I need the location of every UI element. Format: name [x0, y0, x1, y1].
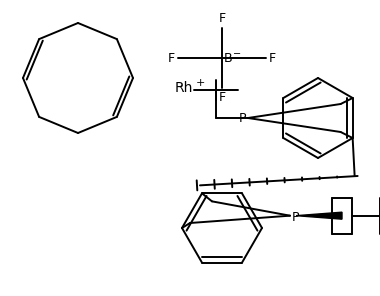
Text: P: P	[292, 211, 299, 224]
Text: F: F	[218, 91, 226, 104]
Text: B: B	[224, 52, 233, 65]
Polygon shape	[296, 212, 342, 219]
Text: +: +	[196, 78, 205, 88]
Text: P: P	[239, 112, 246, 125]
Text: −: −	[233, 49, 241, 59]
Text: F: F	[218, 12, 226, 25]
Text: F: F	[168, 52, 175, 65]
Text: F: F	[269, 52, 276, 65]
Text: Rh: Rh	[175, 81, 193, 95]
